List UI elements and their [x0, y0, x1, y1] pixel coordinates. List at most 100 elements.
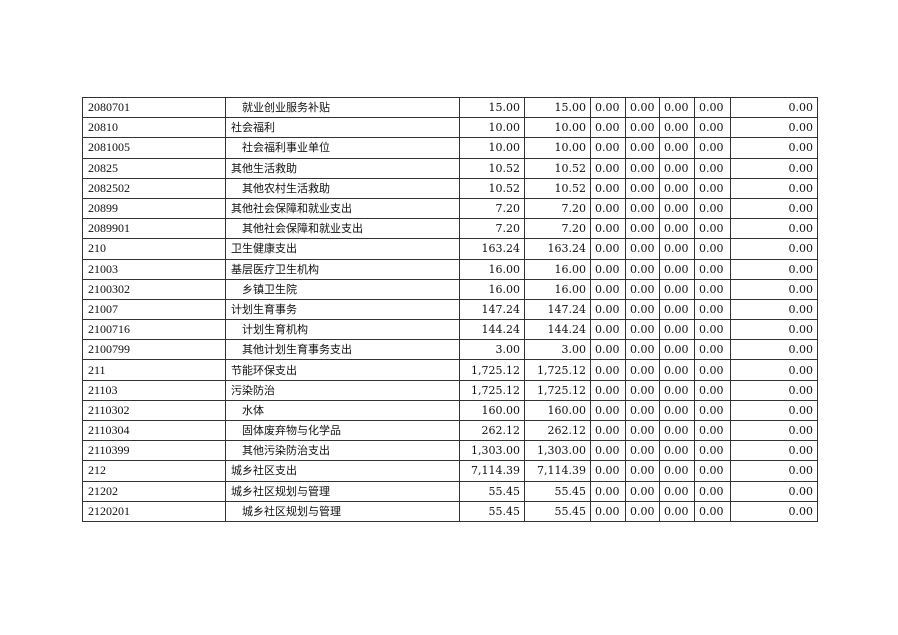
amount-total-cell: 1,303.00 [459, 440, 525, 462]
name-cell: 其他社会保障和就业支出 [225, 218, 460, 240]
amount-basic-cell: 55.45 [524, 480, 591, 502]
table-row: 2100716 计划生育机构 144.24 144.24 0.00 0.00 0.00 0.0… [82, 319, 818, 341]
amount-cell: 0.00 [625, 258, 660, 280]
code-cell: 2110304 [82, 419, 226, 442]
amount-other-cell: 0.00 [730, 319, 818, 341]
amount-total-cell: 10.00 [459, 137, 525, 159]
code-cell: 21007 [82, 298, 226, 321]
amount-total-cell: 10.00 [459, 117, 525, 139]
amount-basic-cell: 7.20 [524, 197, 591, 220]
table-row: 21007 计划生育事务 147.24 147.24 0.00 0.00 0.00 0.00 0… [82, 298, 818, 321]
amount-total-cell: 10.52 [459, 177, 525, 199]
amount-cell: 0.00 [625, 399, 660, 422]
amount-basic-cell: 7.20 [524, 218, 591, 240]
amount-other-cell: 0.00 [730, 339, 818, 361]
table-row: 2089901 其他社会保障和就业支出 7.20 7.20 0.00 0.00 0.00 0.… [82, 218, 818, 240]
amount-cell: 0.00 [590, 157, 626, 179]
amount-cell: 0.00 [659, 218, 695, 240]
amount-cell: 0.00 [659, 359, 695, 381]
name-cell: 城乡社区规划与管理 [225, 500, 460, 522]
table-row: 2080701 就业创业服务补贴 15.00 15.00 0.00 0.00 0.00 0.0… [82, 96, 818, 119]
amount-cell: 0.00 [694, 278, 731, 300]
code-cell: 21003 [82, 258, 226, 280]
amount-cell: 0.00 [694, 500, 731, 522]
amount-total-cell: 15.00 [459, 96, 525, 119]
amount-cell: 0.00 [625, 440, 660, 462]
amount-total-cell: 7.20 [459, 197, 525, 220]
table-row: 21003 基层医疗卫生机构 16.00 16.00 0.00 0.00 0.00 0.00 0… [82, 258, 818, 280]
amount-cell: 0.00 [590, 399, 626, 422]
name-cell: 其他农村生活救助 [225, 177, 460, 199]
code-cell: 2080701 [82, 96, 226, 119]
table-row: 2110304 固体废弃物与化学品 262.12 262.12 0.00 0.00 0.00… [82, 419, 818, 442]
code-cell: 210 [82, 238, 226, 260]
amount-cell: 0.00 [694, 218, 731, 240]
amount-cell: 0.00 [590, 137, 626, 159]
table-row: 2110399 其他污染防治支出 1,303.00 1,303.00 0.00 0.00 0… [82, 440, 818, 462]
amount-cell: 0.00 [659, 157, 695, 179]
amount-basic-cell: 147.24 [524, 298, 591, 321]
amount-cell: 0.00 [625, 157, 660, 179]
amount-cell: 0.00 [625, 460, 660, 482]
amount-cell: 0.00 [625, 319, 660, 341]
amount-cell: 0.00 [625, 298, 660, 321]
amount-total-cell: 160.00 [459, 399, 525, 422]
amount-total-cell: 7.20 [459, 218, 525, 240]
table-row: 21103 污染防治 1,725.12 1,725.12 0.00 0.00 0.00 0.0… [82, 379, 818, 401]
amount-basic-cell: 10.52 [524, 157, 591, 179]
amount-cell: 0.00 [590, 480, 626, 502]
amount-cell: 0.00 [694, 157, 731, 179]
amount-cell: 0.00 [590, 460, 626, 482]
name-cell: 其他计划生育事务支出 [225, 339, 460, 361]
name-cell: 计划生育机构 [225, 319, 460, 341]
amount-cell: 0.00 [659, 379, 695, 401]
amount-other-cell: 0.00 [730, 197, 818, 220]
name-cell: 卫生健康支出 [225, 238, 460, 260]
name-cell: 污染防治 [225, 379, 460, 401]
amount-cell: 0.00 [694, 137, 731, 159]
name-cell: 固体废弃物与化学品 [225, 419, 460, 442]
amount-basic-cell: 1,725.12 [524, 359, 591, 381]
amount-other-cell: 0.00 [730, 117, 818, 139]
amount-cell: 0.00 [590, 339, 626, 361]
amount-cell: 0.00 [694, 197, 731, 220]
amount-basic-cell: 160.00 [524, 399, 591, 422]
table-row: 20899 其他社会保障和就业支出 7.20 7.20 0.00 0.00 0.00 0.00… [82, 197, 818, 220]
amount-cell: 0.00 [625, 177, 660, 199]
amount-cell: 0.00 [590, 319, 626, 341]
name-cell: 基层医疗卫生机构 [225, 258, 460, 280]
amount-cell: 0.00 [659, 278, 695, 300]
table-row: 2100799 其他计划生育事务支出 3.00 3.00 0.00 0.00 0.00 0.0… [82, 339, 818, 361]
amount-cell: 0.00 [659, 419, 695, 442]
name-cell: 其他生活救助 [225, 157, 460, 179]
code-cell: 20899 [82, 197, 226, 220]
code-cell: 2110302 [82, 399, 226, 422]
table-row: 212 城乡社区支出 7,114.39 7,114.39 0.00 0.00 0.00 0.0… [82, 460, 818, 482]
name-cell: 计划生育事务 [225, 298, 460, 321]
table-row: 210 卫生健康支出 163.24 163.24 0.00 0.00 0.00 0.00 0.0… [82, 238, 818, 260]
amount-cell: 0.00 [590, 117, 626, 139]
amount-cell: 0.00 [625, 137, 660, 159]
amount-cell: 0.00 [694, 96, 731, 119]
amount-cell: 0.00 [659, 399, 695, 422]
amount-other-cell: 0.00 [730, 177, 818, 199]
amount-other-cell: 0.00 [730, 399, 818, 422]
amount-cell: 0.00 [694, 177, 731, 199]
name-cell: 城乡社区规划与管理 [225, 480, 460, 502]
name-cell: 其他社会保障和就业支出 [225, 197, 460, 220]
amount-cell: 0.00 [694, 440, 731, 462]
name-cell: 社会福利 [225, 117, 460, 139]
amount-cell: 0.00 [625, 96, 660, 119]
amount-cell: 0.00 [590, 379, 626, 401]
amount-total-cell: 16.00 [459, 278, 525, 300]
amount-basic-cell: 7,114.39 [524, 460, 591, 482]
amount-cell: 0.00 [659, 460, 695, 482]
amount-other-cell: 0.00 [730, 258, 818, 280]
amount-other-cell: 0.00 [730, 460, 818, 482]
code-cell: 212 [82, 460, 226, 482]
amount-total-cell: 55.45 [459, 500, 525, 522]
amount-cell: 0.00 [659, 500, 695, 522]
amount-cell: 0.00 [659, 480, 695, 502]
amount-cell: 0.00 [590, 218, 626, 240]
amount-cell: 0.00 [625, 379, 660, 401]
